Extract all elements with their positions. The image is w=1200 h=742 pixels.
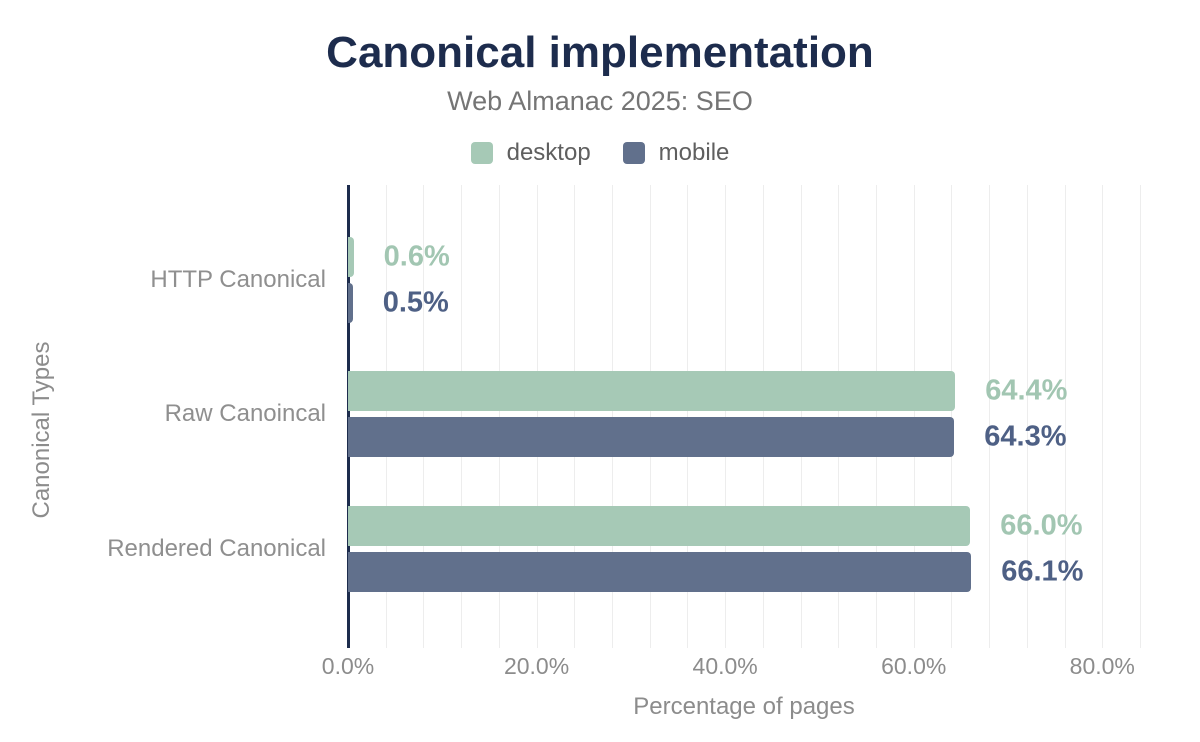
- value-label-desktop-2: 66.0%: [1000, 509, 1083, 542]
- gridline: [876, 185, 877, 648]
- gridline: [461, 185, 463, 648]
- category-label: Rendered Canonical: [107, 535, 326, 562]
- legend-swatch-desktop: [470, 142, 493, 164]
- y-axis-line: [346, 185, 350, 648]
- gridline: [838, 185, 840, 648]
- gridline: [1102, 185, 1104, 648]
- legend: desktop mobile: [0, 139, 1200, 167]
- chart-title: Canonical implementation: [326, 28, 874, 77]
- chart-subtitle: Web Almanac 2025: SEO: [447, 86, 753, 116]
- value-label-mobile-1: 64.3%: [984, 420, 1067, 453]
- x-axis-title: Percentage of pages: [633, 693, 855, 720]
- bar-mobile-2[interactable]: [348, 552, 972, 592]
- x-tick-60.0%: 60.0%: [881, 653, 947, 679]
- legend-label-mobile: mobile: [658, 139, 730, 166]
- value-label-desktop-0: 0.6%: [383, 240, 450, 273]
- gridline: [1140, 185, 1141, 648]
- gridline: [989, 185, 991, 648]
- x-tick-40.0%: 40.0%: [692, 653, 758, 679]
- gridline: [649, 185, 651, 648]
- bar-mobile-0[interactable]: [348, 283, 353, 323]
- gridline: [913, 185, 915, 648]
- legend-label-desktop: desktop: [506, 139, 591, 166]
- bar-desktop-2[interactable]: [348, 506, 971, 546]
- category-label: HTTP Canonical: [150, 266, 326, 293]
- value-label-desktop-1: 64.4%: [985, 374, 1068, 407]
- category-label: Raw Canoincal: [164, 400, 326, 427]
- gridline: [536, 185, 538, 648]
- x-tick-0.0%: 0.0%: [321, 653, 375, 679]
- legend-item-mobile[interactable]: mobile: [622, 139, 730, 167]
- gridline: [385, 185, 387, 648]
- legend-swatch-mobile: [622, 142, 645, 164]
- y-axis-title: Canonical Types: [28, 341, 55, 519]
- value-label-mobile-2: 66.1%: [1001, 555, 1084, 588]
- gridline: [762, 185, 764, 648]
- x-tick-20.0%: 20.0%: [503, 653, 570, 679]
- bar-mobile-1[interactable]: [348, 417, 955, 457]
- gridline: [800, 185, 802, 648]
- gridline: [951, 185, 953, 648]
- gridline: [498, 185, 500, 648]
- bar-desktop-0[interactable]: [348, 237, 354, 277]
- gridline: [574, 185, 576, 648]
- x-tick-80.0%: 80.0%: [1069, 653, 1135, 679]
- gridline: [725, 185, 727, 648]
- gridline: [1026, 185, 1028, 648]
- gridline: [1064, 185, 1066, 648]
- gridline: [687, 185, 689, 648]
- gridline: [423, 185, 425, 648]
- bar-desktop-1[interactable]: [348, 371, 956, 411]
- legend-item-desktop[interactable]: desktop: [470, 139, 591, 167]
- gridline: [612, 185, 613, 648]
- value-label-mobile-0: 0.5%: [382, 286, 449, 319]
